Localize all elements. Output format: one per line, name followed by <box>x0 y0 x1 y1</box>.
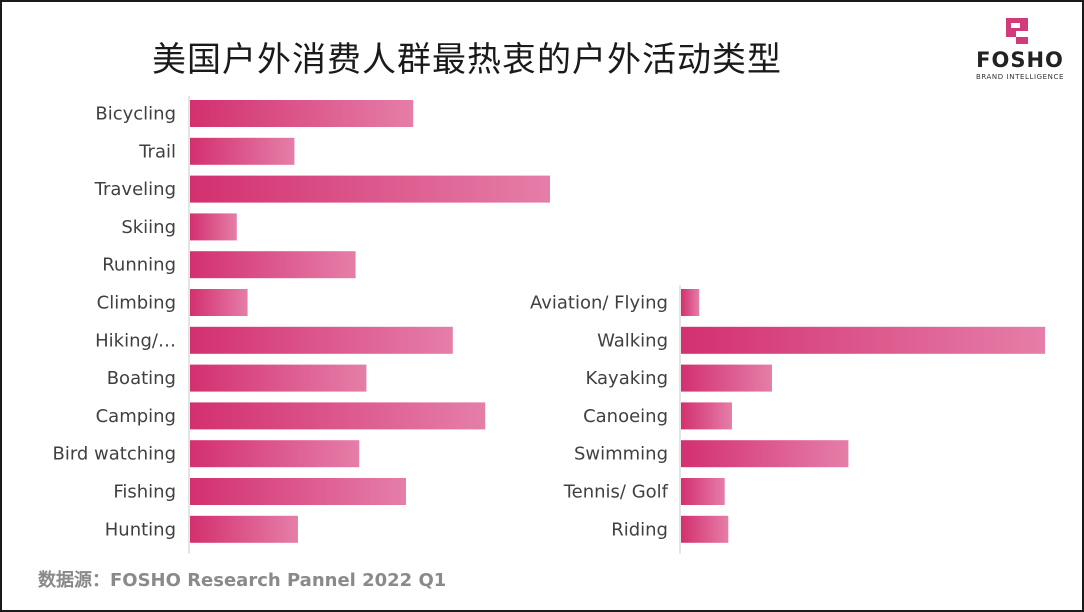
bar <box>190 137 295 165</box>
category-label: Climbing <box>97 293 176 314</box>
fosho-logo: FOSHO BRAND INTELLIGENCE <box>968 16 1068 86</box>
category-label: Canoeing <box>583 406 668 427</box>
bar <box>681 289 700 316</box>
page-title: 美国户外消费人群最热衷的户外活动类型 <box>152 40 782 80</box>
category-label: Trail <box>138 141 176 162</box>
category-label: Tennis/ Golf <box>563 482 669 503</box>
logo-mark-icon <box>1006 18 1028 44</box>
bar <box>681 440 849 468</box>
bar <box>190 100 414 127</box>
bar <box>190 213 237 241</box>
category-label: Kayaking <box>586 368 668 389</box>
bar <box>190 364 367 392</box>
category-label: Hiking/… <box>95 330 176 351</box>
bar <box>681 326 1045 354</box>
bar <box>190 251 356 279</box>
bar <box>681 478 725 505</box>
bar <box>190 326 453 354</box>
category-label: Skiing <box>121 217 176 238</box>
bar <box>681 402 732 430</box>
category-label: Bicycling <box>95 104 176 125</box>
bar <box>190 402 486 430</box>
category-label: Aviation/ Flying <box>530 293 668 314</box>
logo-tagline: BRAND INTELLIGENCE <box>975 73 1065 81</box>
bar <box>190 515 298 543</box>
bar <box>681 515 729 543</box>
category-label: Hunting <box>105 519 176 540</box>
bar <box>190 175 550 203</box>
logo-wordmark: FOSHO <box>976 48 1064 72</box>
category-label: Riding <box>611 519 668 540</box>
category-label: Running <box>102 255 176 276</box>
bar <box>190 289 248 316</box>
category-label: Traveling <box>94 179 176 200</box>
bar <box>190 478 406 505</box>
category-label: Walking <box>597 330 668 351</box>
category-label: Fishing <box>113 482 176 503</box>
category-label: Swimming <box>574 444 668 465</box>
category-label: Bird watching <box>52 444 176 465</box>
category-label: Camping <box>96 406 176 427</box>
bar <box>190 440 360 468</box>
bar <box>681 364 772 392</box>
source-note: 数据源：FOSHO Research Pannel 2022 Q1 <box>38 570 447 591</box>
category-label: Boating <box>107 368 176 389</box>
